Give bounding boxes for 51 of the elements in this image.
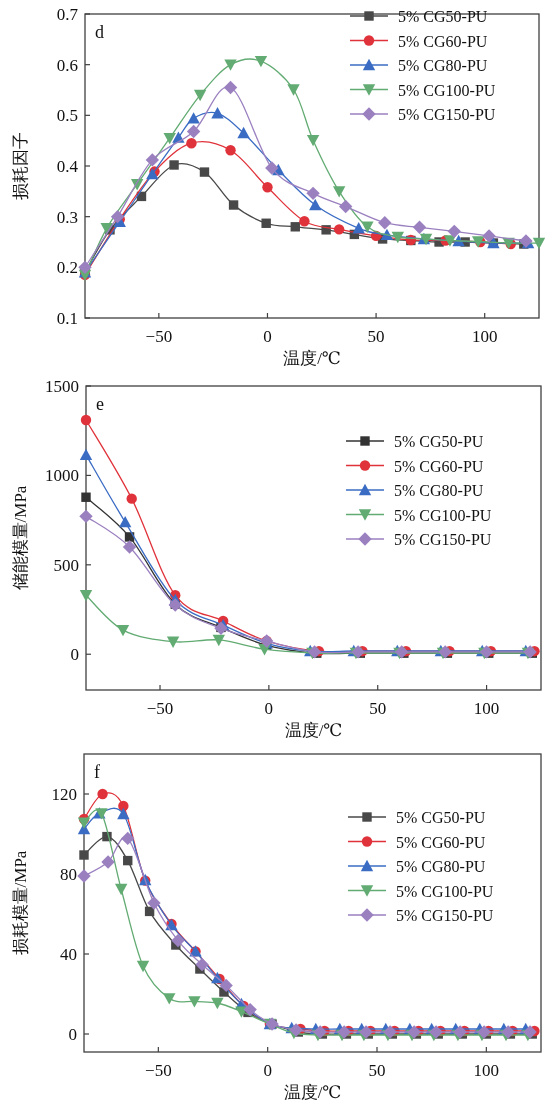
legend-label: 5% CG50-PU bbox=[398, 8, 488, 25]
x-tick-label: 0 bbox=[264, 699, 274, 718]
x-tick-label: 50 bbox=[369, 699, 387, 718]
y-tick-label: 0.4 bbox=[56, 157, 79, 176]
annotation: f bbox=[94, 762, 100, 782]
legend-label: 5% CG100-PU bbox=[394, 506, 492, 524]
y-tick-label: 0.6 bbox=[56, 55, 78, 75]
legend-label: 5% CG150-PU bbox=[398, 106, 496, 123]
legend-label: 5% CG50-PU bbox=[394, 433, 484, 450]
x-axis-title: 温度/℃ bbox=[283, 349, 341, 368]
y-tick-label: 1000 bbox=[45, 466, 79, 486]
y-tick-label: 0 bbox=[70, 645, 79, 665]
y-tick-label: 0.7 bbox=[56, 5, 79, 24]
y-tick-label: 0.2 bbox=[56, 258, 78, 278]
legend-label: 5% CG50-PU bbox=[396, 809, 486, 826]
x-axis-title: 温度/℃ bbox=[283, 1083, 342, 1102]
x-tick-label: 0 bbox=[263, 327, 272, 346]
x-tick-label: −50 bbox=[145, 1061, 172, 1080]
x-tick-label: 50 bbox=[367, 327, 385, 346]
x-tick-label: 100 bbox=[471, 327, 498, 346]
y-tick-label: 0.3 bbox=[56, 207, 78, 227]
legend-label: 5% CG80-PU bbox=[398, 57, 488, 74]
y-tick-label: 500 bbox=[53, 555, 79, 575]
legend-label: 5% CG150-PU bbox=[396, 907, 494, 924]
x-tick-label: −50 bbox=[145, 327, 173, 346]
x-axis-title: 温度/℃ bbox=[284, 721, 343, 740]
y-tick-label: 0.1 bbox=[56, 309, 78, 328]
legend-label: 5% CG60-PU bbox=[398, 32, 488, 50]
legend-label: 5% CG100-PU bbox=[396, 882, 494, 900]
y-tick-label: 1500 bbox=[45, 377, 79, 396]
y-axis-title: 储能模量/MPa bbox=[11, 485, 30, 591]
legend-label: 5% CG80-PU bbox=[396, 858, 486, 875]
legend-label: 5% CG150-PU bbox=[394, 531, 492, 548]
legend-label: 5% CG100-PU bbox=[398, 81, 496, 99]
y-tick-label: 40 bbox=[60, 945, 77, 964]
x-tick-label: 0 bbox=[263, 1061, 272, 1080]
legend-label: 5% CG60-PU bbox=[394, 457, 484, 475]
y-tick-label: 80 bbox=[60, 865, 77, 884]
y-axis-title: 损耗模量/MPa bbox=[11, 850, 30, 956]
annotation: e bbox=[96, 394, 104, 414]
x-tick-label: −50 bbox=[146, 699, 174, 718]
legend-label: 5% CG80-PU bbox=[394, 482, 484, 499]
y-tick-label: 120 bbox=[51, 785, 77, 804]
annotation: d bbox=[95, 22, 104, 42]
y-axis-title: 损耗因子 bbox=[11, 132, 30, 200]
y-tick-label: 0 bbox=[68, 1025, 77, 1044]
y-tick-label: 0.5 bbox=[56, 106, 78, 126]
legend-label: 5% CG60-PU bbox=[396, 833, 486, 851]
x-tick-label: 50 bbox=[368, 1061, 386, 1080]
x-tick-label: 100 bbox=[473, 699, 500, 718]
x-tick-label: 100 bbox=[473, 1061, 500, 1080]
